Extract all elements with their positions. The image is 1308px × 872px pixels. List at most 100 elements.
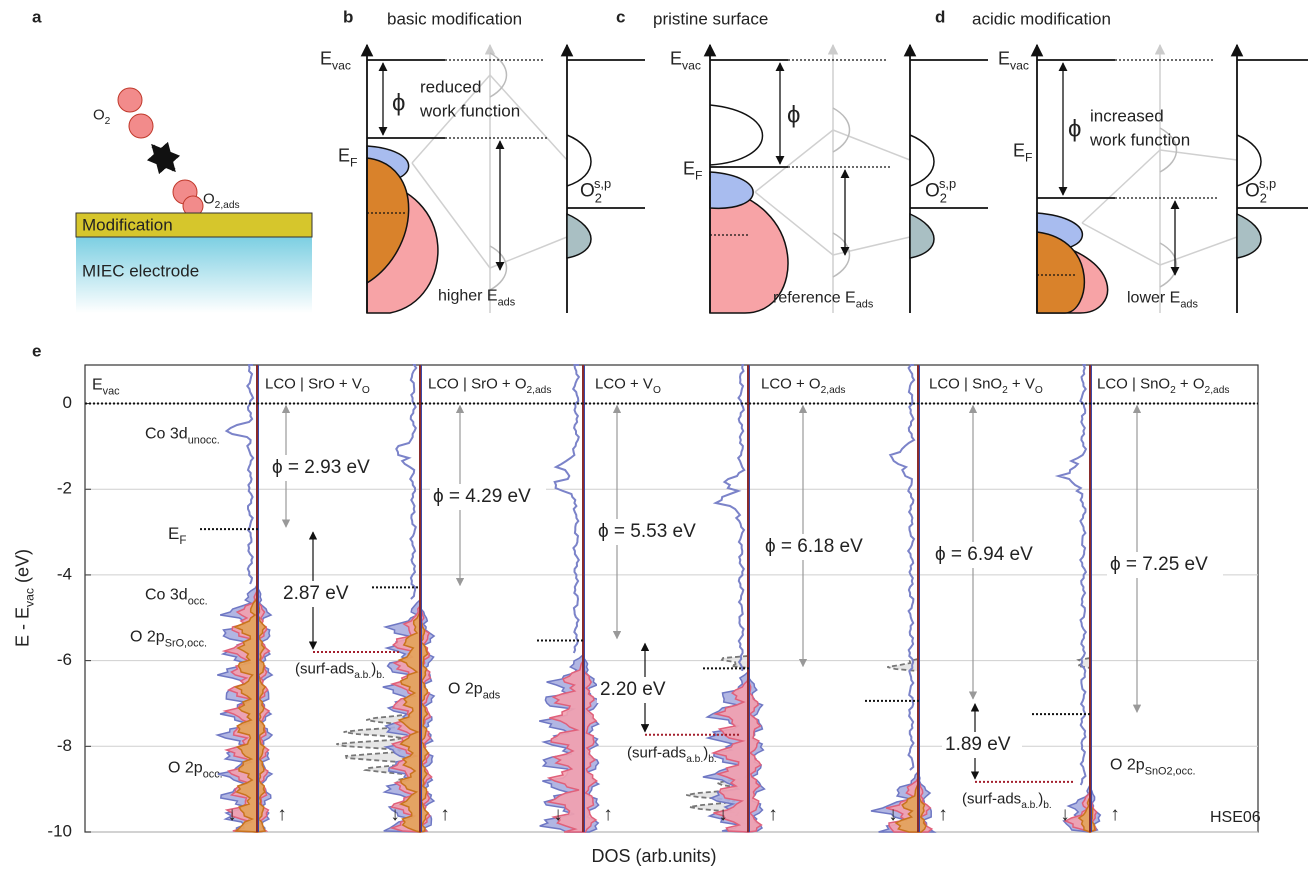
adsorbate-label-part: a.b.	[354, 670, 371, 681]
panel-title: basic modification	[387, 9, 522, 28]
annotation-part: higher E	[438, 288, 498, 305]
panel-title: pristine surface	[653, 9, 768, 28]
column-title-part: O	[653, 385, 661, 396]
spin-label: ↓	[553, 804, 563, 825]
column-title: LCO | SnO2 + O2,ads	[1097, 375, 1229, 396]
layer-label: Modification	[82, 215, 173, 234]
state-label-part: O	[925, 181, 940, 202]
level-line	[411, 74, 491, 164]
level-line	[1081, 149, 1161, 224]
level-label-part: F	[350, 156, 357, 170]
column-title-part: O	[362, 385, 370, 396]
level-label-part: E	[683, 158, 695, 178]
dos-occupied	[582, 660, 598, 833]
molecule-label-part: 2	[105, 116, 111, 127]
state-label-part: s,p	[1259, 176, 1276, 191]
annotation: reduced	[420, 77, 481, 96]
label-backdrop	[932, 542, 1048, 568]
label-backdrop	[166, 756, 180, 757]
layer-label: MIEC electrode	[82, 261, 199, 280]
dos-shape	[1159, 242, 1178, 288]
spin-label: ↓	[888, 804, 898, 825]
state-label-part: 2	[940, 190, 947, 205]
column-title-part: 2,ads	[821, 385, 846, 396]
level-label-part: vac	[332, 59, 351, 73]
state-label-part: O 2p	[1110, 757, 1145, 774]
dos-shape	[1036, 231, 1086, 314]
adsorbate-label: (surf-adsa.b.)b.	[295, 660, 385, 681]
adsorbate-label-part: (surf-ads	[627, 744, 686, 761]
x-axis-label: DOS (arb.units)	[591, 846, 716, 866]
y-axis-label-part: (eV)	[12, 549, 32, 588]
electrode-block	[76, 237, 312, 313]
adsorbate-label-part: b.	[708, 754, 717, 765]
dos-unoccupied	[888, 364, 916, 771]
annotation-part: lower E	[1127, 290, 1180, 307]
label-backdrop	[280, 581, 360, 607]
y-tick-label: 0	[63, 393, 72, 412]
adsorbate-label-part: )	[703, 744, 708, 761]
level-label: Evac	[998, 48, 1029, 72]
state-label-part: occ.	[203, 768, 223, 780]
annotation: increased	[1090, 106, 1164, 125]
adsorbate-label: (surf-adsa.b.)b.	[962, 790, 1052, 811]
molecule-label: O2	[93, 106, 111, 127]
state-label-part: unocc.	[188, 434, 220, 446]
column-title: LCO | SnO2 + VO	[929, 375, 1043, 396]
phi-symbol: ϕ	[787, 101, 800, 128]
state-label: O2s,p	[580, 176, 611, 205]
level-line	[754, 129, 834, 193]
gap-label: 2.20 eV	[600, 679, 666, 700]
level-label-part: F	[1025, 151, 1032, 165]
panel-letter: c	[616, 7, 625, 26]
dos-shape	[709, 104, 764, 166]
dos-unoccupied	[395, 364, 418, 600]
adsorbate-label: (surf-adsa.b.)b.	[627, 744, 717, 765]
column-title: LCO | SrO + O2,ads	[428, 375, 551, 396]
gap-label: 1.89 eV	[945, 734, 1011, 755]
label-backdrop	[1107, 552, 1223, 578]
state-label-part: O	[1245, 181, 1260, 202]
column-title-part: O	[1035, 385, 1043, 396]
state-label: Co 3dunocc.	[145, 426, 220, 447]
panel-letter: e	[32, 341, 41, 360]
level-label: Evac	[92, 377, 120, 398]
level-label: Evac	[320, 48, 351, 72]
dos-occupied	[894, 783, 919, 833]
annotation: reference Eads	[773, 290, 874, 311]
spin-label: ↓	[227, 804, 237, 825]
state-label-part: O	[580, 181, 595, 202]
adsorbate-label-part: (surf-ads	[295, 660, 354, 677]
level-label: EF	[168, 524, 186, 547]
annotation-part: ads	[498, 296, 516, 308]
dos-occupied	[397, 611, 421, 833]
column-title-part: LCO + O	[761, 375, 821, 392]
column-title-part: LCO | SrO + V	[265, 375, 362, 392]
work-function-label: ϕ = 6.18 eV	[765, 536, 863, 557]
y-tick-label: -6	[57, 650, 72, 669]
level-label: Evac	[670, 48, 701, 72]
level-label-part: E	[320, 48, 332, 68]
label-backdrop	[269, 455, 385, 481]
label-backdrop	[143, 583, 157, 584]
panel-a-drawing	[75, 87, 313, 313]
dos-occupied	[256, 596, 267, 833]
dos-shape	[909, 134, 935, 187]
phi-symbol: ϕ	[1068, 115, 1081, 142]
column-title-part: LCO | SrO + O	[428, 375, 527, 392]
dos-shape	[566, 212, 592, 259]
column-title-part: 2,ads	[1205, 385, 1230, 396]
state-label-part: Co 3d	[145, 587, 188, 604]
state-label-part: s,p	[594, 176, 611, 191]
adsorbate-dos	[887, 657, 919, 672]
dos-occupied	[747, 677, 763, 833]
state-label-part: O 2p	[130, 629, 165, 646]
label-backdrop	[430, 484, 546, 510]
atom	[128, 113, 154, 139]
level-label-part: F	[695, 169, 702, 183]
panel-letter: b	[343, 7, 353, 26]
spin-label: ↓	[390, 804, 400, 825]
level-label-part: E	[998, 48, 1010, 68]
level-label-part: vac	[682, 59, 701, 73]
